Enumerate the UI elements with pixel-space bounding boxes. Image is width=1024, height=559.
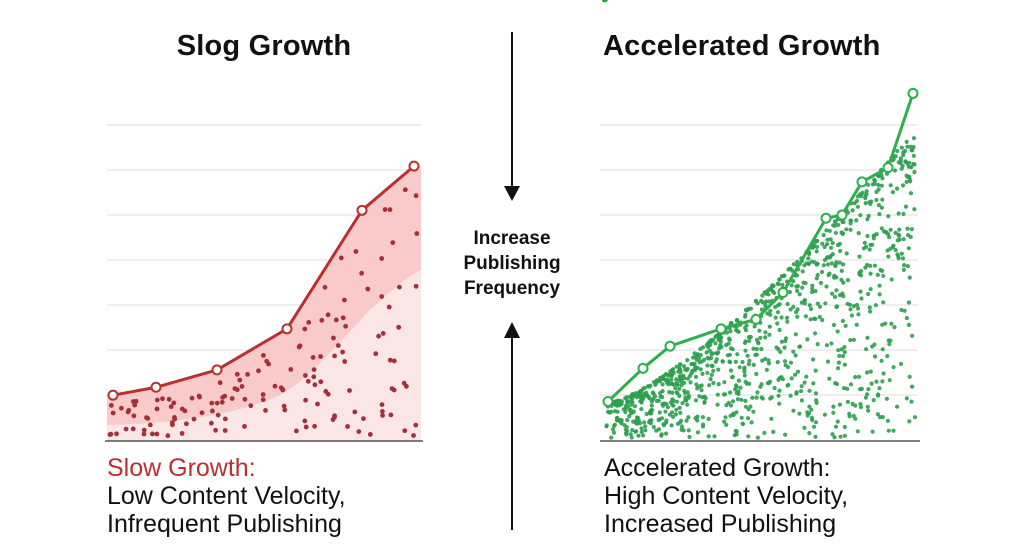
left-scatter-dots — [107, 187, 420, 439]
right-point-markers — [602, 87, 919, 407]
center-annotation-line2: Publishing — [463, 253, 561, 274]
left-area-fill-light — [107, 270, 421, 441]
right-chart-title: Accelerated Growth — [603, 30, 881, 62]
right-gridlines — [600, 124, 918, 396]
left-growth-line — [112, 164, 415, 397]
right-caption: Accelerated Growth: High Content Velocit… — [604, 454, 848, 538]
center-annotation-line3: Frequency — [463, 278, 561, 299]
right-scatter-dots — [601, 0, 918, 440]
left-chart-title: Slog Growth — [176, 30, 352, 62]
right-caption-line1: High Content Velocity, — [604, 482, 849, 510]
arrow-down-icon — [504, 32, 520, 201]
center-annotation-line1: Increase — [473, 228, 551, 249]
left-point-markers — [107, 160, 420, 401]
right-caption-line2: Increased Publishing — [604, 510, 837, 538]
arrow-up-icon — [504, 322, 520, 530]
left-caption: Slow Growth: Low Content Velocity, Infre… — [107, 454, 346, 538]
left-caption-line2: Infrequent Publishing — [107, 510, 342, 538]
left-chart — [105, 124, 423, 442]
right-caption-heading: Accelerated Growth: — [604, 454, 831, 482]
left-caption-heading: Slow Growth: — [107, 454, 256, 482]
center-annotation: Increase Publishing Frequency — [432, 226, 592, 301]
right-chart — [600, 0, 920, 442]
left-caption-line1: Low Content Velocity, — [107, 482, 346, 510]
